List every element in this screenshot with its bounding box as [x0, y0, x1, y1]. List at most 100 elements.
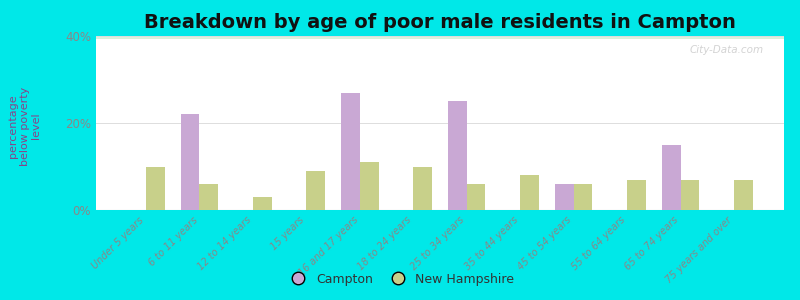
Text: percentage
below poverty
level: percentage below poverty level: [8, 86, 42, 166]
Bar: [96, 37, 784, 39]
Bar: [96, 36, 784, 38]
Bar: [96, 36, 784, 38]
Bar: [96, 37, 784, 38]
Bar: [96, 37, 784, 39]
Bar: [96, 37, 784, 38]
Bar: [96, 37, 784, 38]
Bar: [96, 36, 784, 38]
Bar: [734, 179, 753, 210]
Bar: [96, 38, 784, 39]
Bar: [96, 37, 784, 39]
Bar: [96, 36, 784, 38]
Bar: [96, 37, 784, 39]
Bar: [253, 197, 272, 210]
Bar: [96, 36, 784, 38]
Bar: [96, 37, 784, 39]
Bar: [96, 37, 784, 39]
Bar: [96, 37, 784, 39]
Bar: [96, 38, 784, 39]
Bar: [96, 38, 784, 39]
Bar: [96, 38, 784, 39]
Bar: [96, 37, 784, 38]
Bar: [96, 38, 784, 39]
Bar: [96, 38, 784, 39]
Bar: [96, 36, 784, 38]
Bar: [96, 36, 784, 38]
Bar: [96, 36, 784, 38]
Bar: [414, 167, 432, 210]
Bar: [96, 37, 784, 38]
Bar: [96, 37, 784, 39]
Bar: [96, 37, 784, 38]
Bar: [555, 184, 574, 210]
Bar: [96, 37, 784, 39]
Bar: [96, 37, 784, 38]
Bar: [96, 38, 784, 39]
Bar: [96, 37, 784, 39]
Bar: [96, 37, 784, 38]
Bar: [96, 37, 784, 39]
Bar: [96, 37, 784, 39]
Bar: [96, 36, 784, 38]
Bar: [96, 37, 784, 38]
Bar: [96, 36, 784, 38]
Bar: [96, 37, 784, 39]
Bar: [96, 37, 784, 39]
Bar: [96, 37, 784, 38]
Bar: [96, 36, 784, 38]
Bar: [96, 38, 784, 39]
Bar: [96, 36, 784, 38]
Bar: [96, 37, 784, 39]
Title: Breakdown by age of poor male residents in Campton: Breakdown by age of poor male residents …: [144, 13, 736, 32]
Bar: [146, 167, 165, 210]
Bar: [96, 37, 784, 39]
Bar: [448, 101, 466, 210]
Bar: [96, 37, 784, 39]
Bar: [96, 37, 784, 39]
Bar: [96, 38, 784, 39]
Bar: [96, 36, 784, 38]
Bar: [96, 36, 784, 38]
Bar: [96, 37, 784, 38]
Bar: [96, 36, 784, 38]
Bar: [96, 37, 784, 39]
Bar: [96, 37, 784, 38]
Bar: [96, 36, 784, 38]
Bar: [181, 114, 199, 210]
Bar: [96, 37, 784, 38]
Bar: [96, 36, 784, 38]
Bar: [96, 37, 784, 38]
Bar: [466, 184, 486, 210]
Bar: [96, 36, 784, 38]
Bar: [96, 36, 784, 38]
Bar: [96, 37, 784, 38]
Bar: [96, 37, 784, 38]
Bar: [96, 37, 784, 39]
Legend: Campton, New Hampshire: Campton, New Hampshire: [281, 268, 519, 291]
Bar: [96, 37, 784, 38]
Bar: [199, 184, 218, 210]
Bar: [96, 37, 784, 39]
Bar: [96, 37, 784, 39]
Bar: [96, 38, 784, 39]
Bar: [96, 36, 784, 38]
Bar: [96, 38, 784, 39]
Bar: [520, 175, 539, 210]
Bar: [96, 38, 784, 39]
Bar: [96, 38, 784, 39]
Bar: [574, 184, 592, 210]
Bar: [96, 36, 784, 38]
Bar: [96, 38, 784, 39]
Bar: [96, 38, 784, 39]
Bar: [96, 37, 784, 38]
Bar: [96, 36, 784, 38]
Bar: [96, 38, 784, 39]
Bar: [96, 38, 784, 39]
Bar: [96, 38, 784, 39]
Text: City-Data.com: City-Data.com: [690, 45, 763, 55]
Bar: [96, 36, 784, 38]
Bar: [96, 38, 784, 39]
Bar: [96, 37, 784, 39]
Bar: [96, 37, 784, 39]
Bar: [96, 36, 784, 38]
